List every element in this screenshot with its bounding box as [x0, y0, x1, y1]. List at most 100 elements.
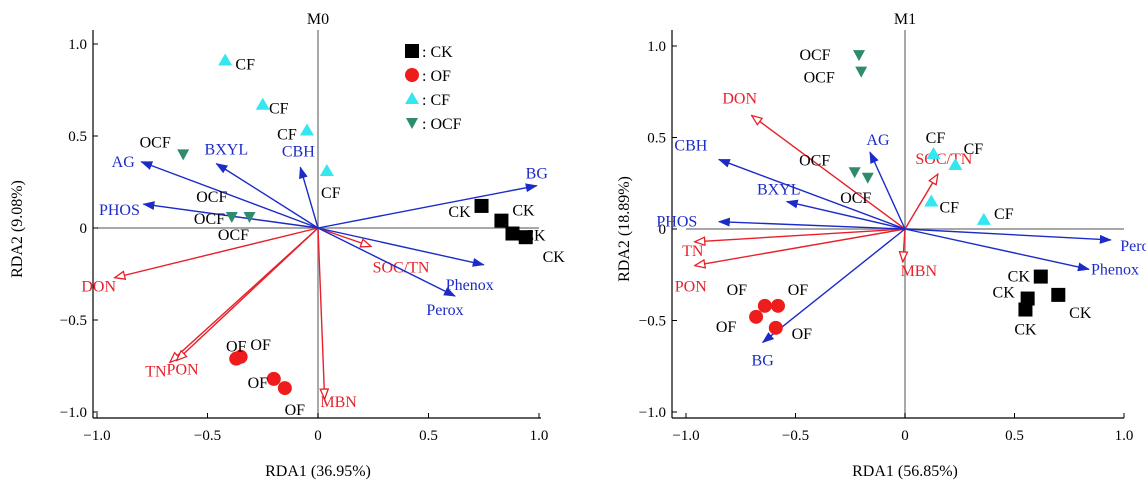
legend-label: : CK — [422, 44, 453, 61]
x-tick-label: 1.0 — [530, 428, 549, 444]
point-cf — [255, 97, 270, 110]
y-tick-label: 1.0 — [68, 37, 87, 53]
point-label-cf: CF — [926, 130, 946, 147]
point-of — [749, 309, 764, 324]
env-vector-pon — [177, 227, 319, 360]
point-label-cf: CF — [964, 141, 984, 158]
point-label-ck: CK — [523, 228, 546, 245]
x-tick-label: −1.0 — [672, 428, 699, 444]
x-tick-label: 0 — [901, 428, 909, 444]
rda-panel-m0: M0 RDA1 (36.95%) RDA2 (9.08%) −1.0 −0.5 0 0… — [9, 11, 565, 480]
y-tick-label: 0 — [80, 221, 88, 237]
legend-label: : OCF — [422, 116, 462, 133]
y-tick-label: −1.0 — [639, 405, 666, 421]
point-cf — [319, 163, 334, 176]
env-vector-label: TN — [145, 363, 167, 380]
y-tick-label: −1.0 — [60, 405, 87, 421]
env-vector-don — [115, 227, 319, 278]
point-label-ocf: OCF — [804, 70, 835, 87]
point-label-of: OF — [792, 326, 813, 343]
x-tick-label: 0 — [314, 428, 322, 444]
point-ocf — [848, 167, 861, 179]
env-vector-don — [752, 116, 906, 230]
point-label-ck: CK — [993, 285, 1016, 302]
plot-area: −1.0 −0.5 0 0.5 1.0 −1.0 −0.5 0 0.5 1.0 DON TN PON MB… — [60, 30, 566, 444]
point-of — [233, 349, 248, 364]
enzyme-vector-label: CBH — [674, 137, 707, 154]
x-tick-label: −0.5 — [782, 428, 809, 444]
env-vector-tn — [695, 228, 906, 242]
env-vector-label: MBN — [320, 394, 357, 411]
env-vector-label: PON — [167, 361, 199, 378]
enzyme-vector-bg — [761, 228, 906, 344]
point-ocf — [853, 50, 866, 62]
point-cf — [926, 146, 941, 159]
point-of — [757, 298, 772, 313]
point-cf — [948, 157, 963, 170]
env-vector-mbn — [903, 228, 905, 262]
enzyme-vector-perox — [904, 228, 1112, 244]
y-tick-label: 1.0 — [647, 39, 666, 55]
env-vector-pon — [695, 228, 906, 266]
enzyme-vector-phenox — [317, 227, 485, 267]
point-ck — [1020, 291, 1035, 306]
enzyme-vector-label: BG — [526, 166, 549, 183]
point-cf — [218, 53, 233, 66]
point-ck — [474, 198, 489, 213]
y-tick-label: −0.5 — [639, 314, 666, 330]
point-label-ocf: OCF — [840, 190, 871, 207]
point-label-ocf: OCF — [799, 47, 830, 64]
enzyme-vector-cbh — [299, 166, 319, 229]
enzyme-vector-label: Perox — [426, 302, 463, 319]
enzyme-vector-label: AG — [112, 154, 136, 171]
enzyme-vector-ag — [140, 161, 319, 229]
enzyme-vector-label: PHOS — [656, 214, 697, 231]
point-label-ck: CK — [1014, 322, 1037, 339]
point-of — [770, 298, 785, 313]
y-tick-label: 0.5 — [68, 129, 87, 145]
point-of — [266, 371, 281, 386]
point-label-cf: CF — [235, 57, 255, 74]
point-label-of: OF — [226, 339, 247, 356]
point-label-ck: CK — [1008, 269, 1031, 286]
point-ocf — [225, 211, 238, 223]
env-vector-label: DON — [722, 91, 757, 108]
env-vector-label: SOC/TN — [373, 259, 430, 276]
point-label-cf: CF — [277, 126, 297, 143]
point-label-ck: CK — [1069, 305, 1092, 322]
enzyme-vector-label: PHOS — [99, 202, 140, 219]
enzyme-vector-ag — [869, 151, 906, 230]
enzyme-vector-label: CBH — [282, 143, 315, 160]
point-ck — [1033, 269, 1048, 284]
point-ocf — [861, 172, 874, 184]
legend-label: : CF — [422, 92, 450, 109]
point-ck — [505, 226, 520, 241]
legend-label: : OF — [422, 68, 451, 85]
legend-marker-ck — [405, 44, 419, 58]
legend-marker-cf — [405, 92, 419, 104]
enzyme-vector-phos — [717, 217, 906, 230]
y-tick-label: −0.5 — [60, 313, 87, 329]
point-label-of: OF — [788, 282, 809, 299]
point-ck — [494, 213, 509, 228]
panel-title: M1 — [894, 11, 916, 28]
enzyme-vector-label: BG — [752, 352, 775, 369]
env-vector-soc-tn — [904, 174, 938, 230]
legend-marker-of — [405, 68, 419, 82]
point-ocf — [177, 149, 190, 161]
enzyme-vector-label: Phenox — [446, 277, 494, 294]
point-label-ocf: OCF — [799, 152, 830, 169]
enzyme-vector-cbh — [717, 158, 906, 230]
x-tick-label: −1.0 — [83, 428, 110, 444]
legend: : CK : OF : CF : OCF — [405, 44, 462, 133]
point-label-ocf: OCF — [140, 134, 171, 151]
point-label-ck: CK — [448, 204, 471, 221]
enzyme-vector-bxyl — [215, 163, 319, 229]
enzyme-vector-label: Phenox — [1091, 261, 1139, 278]
point-label-ck: CK — [543, 249, 566, 266]
x-tick-label: 0.5 — [1005, 428, 1024, 444]
point-cf — [299, 123, 314, 136]
x-axis-label: RDA1 (56.85%) — [852, 463, 958, 480]
y-tick-label: 0 — [659, 222, 667, 238]
